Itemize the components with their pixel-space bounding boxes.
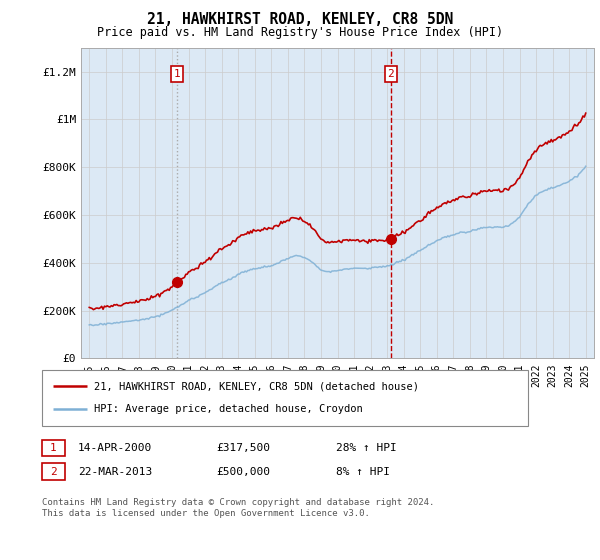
- Text: Price paid vs. HM Land Registry's House Price Index (HPI): Price paid vs. HM Land Registry's House …: [97, 26, 503, 39]
- Text: HPI: Average price, detached house, Croydon: HPI: Average price, detached house, Croy…: [94, 404, 363, 414]
- Text: 22-MAR-2013: 22-MAR-2013: [78, 466, 152, 477]
- Text: 1: 1: [173, 69, 180, 79]
- Text: £317,500: £317,500: [216, 443, 270, 453]
- Text: 2: 2: [388, 69, 394, 79]
- Text: £500,000: £500,000: [216, 466, 270, 477]
- Text: Contains HM Land Registry data © Crown copyright and database right 2024.
This d: Contains HM Land Registry data © Crown c…: [42, 498, 434, 518]
- Text: 8% ↑ HPI: 8% ↑ HPI: [336, 466, 390, 477]
- Text: 2: 2: [50, 466, 57, 477]
- Text: 21, HAWKHIRST ROAD, KENLEY, CR8 5DN (detached house): 21, HAWKHIRST ROAD, KENLEY, CR8 5DN (det…: [94, 381, 419, 391]
- Text: 21, HAWKHIRST ROAD, KENLEY, CR8 5DN: 21, HAWKHIRST ROAD, KENLEY, CR8 5DN: [147, 12, 453, 27]
- Text: 14-APR-2000: 14-APR-2000: [78, 443, 152, 453]
- Text: 1: 1: [50, 443, 57, 453]
- Text: 28% ↑ HPI: 28% ↑ HPI: [336, 443, 397, 453]
